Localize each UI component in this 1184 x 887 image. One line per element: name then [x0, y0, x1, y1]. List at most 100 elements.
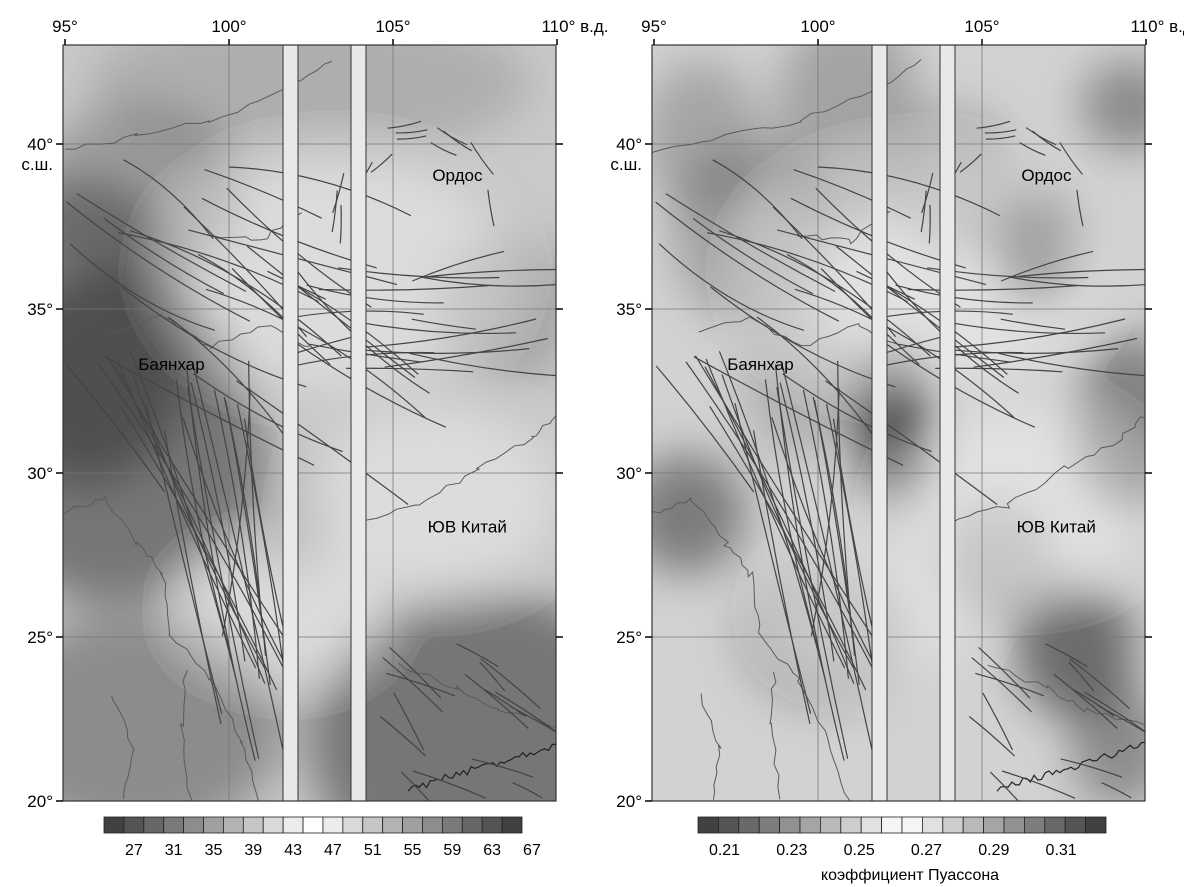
fault-line [779, 382, 835, 662]
lat-hemisphere-label: с.ш. [610, 155, 642, 174]
colorbar-swatch [1044, 816, 1066, 834]
field-anomaly [309, 589, 556, 801]
colorbar-swatch [242, 816, 264, 834]
fault-line [69, 243, 216, 331]
fault-line [718, 351, 827, 683]
colorbar-swatch [1064, 816, 1086, 834]
fault-line [950, 322, 1106, 335]
fault-line [428, 268, 556, 278]
field-anomaly [1016, 581, 1136, 718]
fault-line [812, 396, 856, 656]
border-line [769, 671, 781, 800]
colorbar-tick-label: 31 [165, 842, 183, 859]
fault-line [96, 361, 289, 678]
fault-line [1019, 142, 1046, 156]
colorbar-tick-label: 0.27 [911, 842, 942, 859]
colorbar-swatch [461, 816, 483, 834]
lat-label: 35° [27, 300, 53, 319]
lat-label: 35° [616, 300, 642, 319]
fault-line [187, 387, 260, 759]
fault-line [1069, 658, 1130, 710]
lon-label: 110° в.д. [1130, 17, 1184, 36]
axis-ticks [645, 39, 1152, 802]
colorbar-swatch [501, 816, 523, 834]
colorbar-tick-label: 27 [125, 842, 143, 859]
lat-label: 25° [27, 628, 53, 647]
fault-line [228, 166, 412, 217]
fault-line [243, 418, 288, 643]
border-line [700, 693, 722, 800]
fault-line [776, 387, 849, 759]
fault-line [331, 190, 338, 233]
fault-line [771, 417, 875, 664]
border-line [109, 314, 310, 350]
fault-line [1045, 643, 1088, 668]
place-label-se-china: ЮВ Китай [428, 518, 507, 537]
fault-line [236, 380, 409, 505]
map-frame [651, 44, 1146, 802]
map-panel-left: 95° 100° 105° 110° в.д. 40° 35° 30° 25° 20° с.ш. О… [21, 17, 608, 859]
fault-line [802, 389, 849, 679]
colorbar-tick-label: 0.21 [709, 842, 740, 859]
fault-line [66, 365, 166, 493]
border-line [652, 497, 851, 801]
fault-line [384, 337, 549, 368]
fault-line [396, 135, 427, 140]
fault-line [1053, 673, 1118, 729]
colorbar-swatch [262, 816, 284, 834]
fault-line [1084, 691, 1145, 733]
place-label-ordos: Ордос [1021, 166, 1072, 185]
fault-line [1001, 250, 1094, 282]
fault-line [665, 193, 836, 293]
fault-line [297, 343, 447, 428]
lat-label: 40° [616, 135, 642, 154]
fault-line [387, 120, 422, 129]
colorbar-swatch [840, 816, 862, 834]
border-line [63, 495, 259, 801]
lat-label: 30° [27, 464, 53, 483]
fault-line [182, 417, 286, 664]
colorbar-tick-label: 0.23 [776, 842, 807, 859]
fault-line [360, 348, 530, 354]
fault-line [658, 243, 805, 331]
field-anomaly [652, 453, 746, 575]
lon-label: 100° [800, 17, 835, 36]
fault-line [685, 361, 878, 678]
fault-line [512, 782, 543, 799]
fault-line [175, 379, 230, 651]
fault-line [389, 646, 442, 699]
border-line [987, 664, 1145, 726]
colorbar-swatch [779, 816, 801, 834]
fault-line [167, 316, 292, 445]
field-anomaly [309, 407, 556, 590]
fault-line [487, 189, 495, 227]
colorbar-swatch [962, 816, 985, 834]
field-anomaly [1080, 60, 1145, 151]
fault-line [928, 204, 931, 244]
colorbar-swatch [1024, 816, 1046, 834]
colorbar-swatch [382, 816, 403, 834]
colorbar-swatch [223, 816, 244, 834]
fault-line [1000, 318, 1066, 330]
fault-line [480, 658, 541, 710]
fault-line [123, 159, 214, 240]
fault-line [370, 153, 393, 173]
fault-line [907, 285, 1078, 291]
fault-line [470, 142, 494, 175]
fault-line [1025, 127, 1057, 146]
colorbar-tick-label: 55 [404, 842, 422, 859]
fault-line [197, 253, 287, 322]
fault-line [920, 190, 927, 233]
fault-line [332, 172, 345, 213]
colorbar-tick-label: 0.31 [1046, 842, 1077, 859]
fault-line [223, 396, 267, 656]
fault-line [1101, 782, 1132, 799]
colorbar-tick-label: 47 [324, 842, 342, 859]
map-panel-right: 95° 100° 105° 110° в.д. 40° 35° 30° 25° 20° с.ш. О… [610, 17, 1184, 884]
colorbar-swatch [203, 816, 224, 834]
fault-line [205, 288, 426, 418]
colorbar-swatch [1003, 816, 1025, 834]
colorbar-swatch [362, 816, 384, 834]
border-line [179, 670, 193, 801]
fault-line [976, 120, 1011, 129]
